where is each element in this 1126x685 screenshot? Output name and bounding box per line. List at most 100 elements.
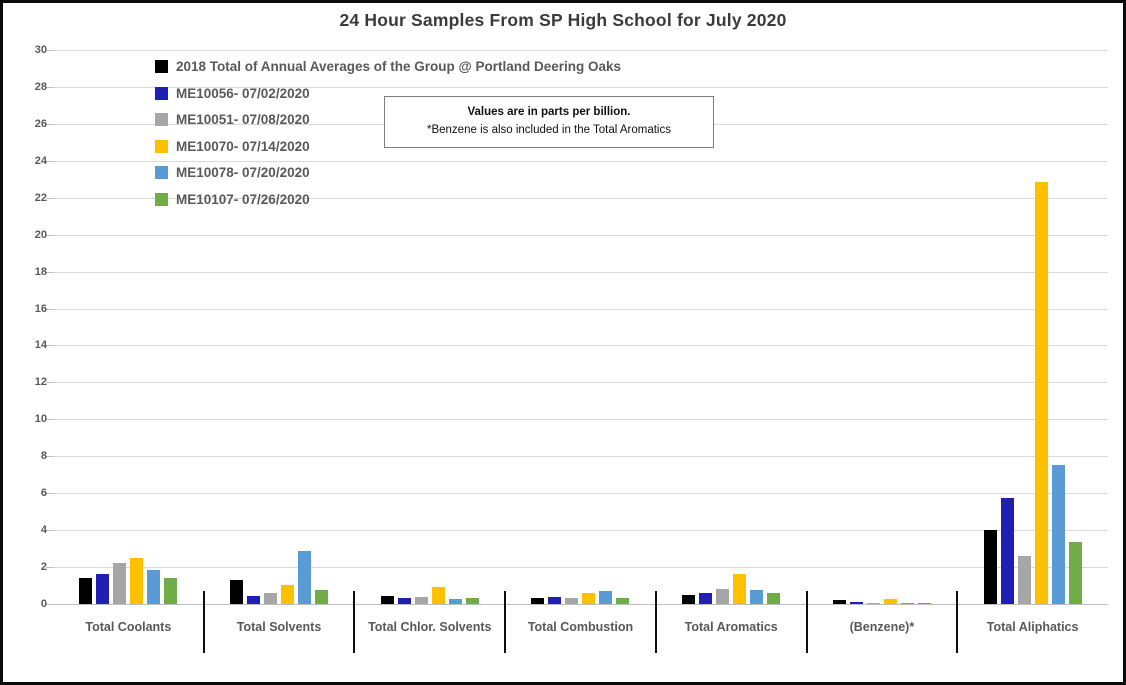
bar [565, 598, 579, 604]
y-tick [46, 419, 54, 421]
bar-group [505, 50, 656, 604]
y-tick [46, 456, 54, 458]
bar [397, 598, 411, 604]
gridline [53, 567, 1108, 569]
bar [917, 603, 931, 604]
y-tick [46, 604, 54, 605]
bar-group [53, 50, 204, 604]
plot-area: 0 2 4 6 8 10 12 14 16 18 20 22 24 26 28 30 Total Coolant… [3, 3, 1123, 682]
bar [298, 551, 312, 604]
bar-group [204, 50, 355, 604]
bar [716, 589, 730, 604]
x-axis-line [53, 604, 1108, 605]
category-label: Total Combustion [527, 620, 634, 634]
gridline [53, 419, 1108, 421]
legend-swatch-icon [155, 166, 168, 179]
note-line-1: Values are in parts per billion. [467, 106, 631, 118]
bar [866, 603, 880, 604]
bar [832, 600, 846, 604]
legend-swatch-icon [155, 139, 168, 153]
y-tick-label: 28 [34, 80, 47, 93]
y-tick-label: 22 [34, 191, 47, 204]
bar [465, 598, 479, 604]
legend-label: ME10056- 07/02/2020 [176, 85, 310, 101]
legend-label: ME10070- 07/14/2020 [176, 138, 310, 154]
bar [733, 574, 747, 604]
y-tick [46, 234, 54, 236]
legend-label: ME10078- 07/20/2020 [176, 165, 310, 180]
gridline [53, 271, 1108, 273]
y-tick-label: 10 [34, 413, 47, 426]
category-divider [202, 591, 205, 653]
y-tick-label: 4 [40, 524, 47, 537]
y-tick [46, 86, 54, 88]
bar [1051, 465, 1065, 604]
bar [431, 587, 445, 604]
legend-swatch-icon [155, 60, 168, 73]
bar [682, 595, 696, 604]
bar-group [354, 50, 505, 604]
y-tick-label: 2 [40, 561, 47, 574]
bar [130, 558, 144, 604]
legend-item: ME10056- 07/02/2020 [155, 86, 621, 101]
y-tick-label: 30 [34, 44, 47, 56]
y-tick-label: 14 [34, 339, 47, 352]
note-line-2: *Benzene is also included in the Total A… [427, 123, 671, 136]
legend-swatch-icon [155, 192, 168, 206]
bar [448, 599, 462, 604]
gridline [53, 456, 1108, 458]
y-tick [46, 160, 54, 162]
bar [1000, 498, 1014, 604]
y-tick-label: 18 [34, 265, 47, 278]
y-tick-label: 26 [34, 117, 47, 130]
bar [264, 593, 278, 604]
category-divider [353, 591, 356, 653]
y-tick-label: 20 [34, 228, 47, 241]
gridline [53, 308, 1108, 310]
bar [1068, 542, 1082, 604]
category-label: Total Solvents [236, 620, 322, 634]
y-tick [46, 308, 54, 310]
bar [96, 574, 110, 604]
bar [113, 563, 127, 604]
y-tick-label: 0 [40, 598, 47, 610]
gridline [53, 382, 1108, 384]
bar [983, 530, 997, 604]
bar [414, 597, 428, 604]
gridline [53, 86, 1108, 88]
bar [883, 599, 897, 604]
legend-label: 2018 Total of Annual Averages of the Gro… [176, 59, 621, 74]
bar [247, 596, 261, 604]
bar-group [656, 50, 807, 604]
note-box: Values are in parts per billion. *Benzen… [384, 96, 714, 148]
y-tick [46, 50, 54, 51]
bar [79, 578, 93, 604]
category-label: (Benzene)* [849, 620, 915, 634]
bar [900, 603, 914, 604]
bar [849, 602, 863, 604]
bar-group [957, 50, 1108, 604]
legend-item: ME10107- 07/26/2020 [155, 192, 621, 207]
legend-swatch-icon [155, 86, 168, 100]
bar [380, 596, 394, 604]
legend-item: ME10070- 07/14/2020 [155, 139, 621, 154]
y-tick-label: 16 [34, 302, 47, 315]
bar [147, 570, 161, 604]
legend-swatch-icon [155, 113, 168, 126]
chart-title: 24 Hour Samples From SP High School for … [339, 10, 787, 30]
legend-label: ME10107- 07/26/2020 [176, 191, 310, 207]
y-tick [46, 345, 54, 347]
category-divider [956, 591, 959, 653]
bar [548, 597, 562, 604]
y-tick-label: 6 [40, 487, 47, 500]
y-tick [46, 123, 54, 125]
bar [750, 590, 764, 604]
y-tick [46, 271, 54, 273]
y-tick-label: 12 [34, 376, 47, 389]
gridline [53, 530, 1108, 532]
gridline [53, 345, 1108, 347]
category-divider [805, 591, 808, 653]
y-tick-label: 24 [34, 154, 47, 167]
bar [531, 598, 545, 604]
legend-item: 2018 Total of Annual Averages of the Gro… [155, 59, 621, 74]
